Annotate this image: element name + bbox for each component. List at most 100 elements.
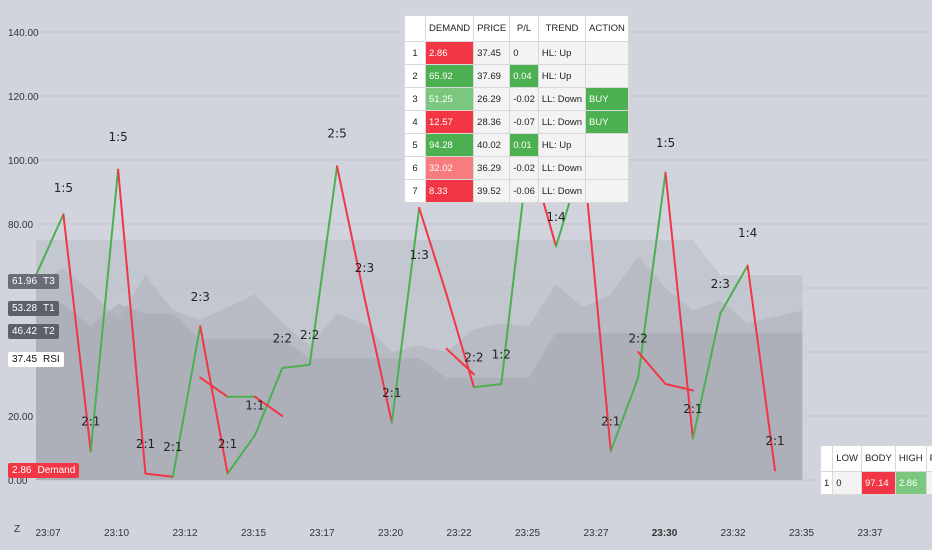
badge-name: T2 [43,325,55,337]
row-index: 3 [404,87,426,111]
series-segment [253,395,284,417]
series-segment [664,383,694,392]
demand-table-cell-trend: LL: Down [537,179,587,203]
badge-value: 37.45 [12,354,38,365]
badge-value: 53.28 [12,303,38,315]
row-index: 5 [404,133,426,157]
demand-table-header: P/L [509,15,539,42]
bands [36,240,803,480]
demand-table-cell-demand: 94.28 [424,133,475,157]
series-segment [308,165,339,366]
table-row: 2 65.92 37.69 0.04 HL: Up [404,64,629,88]
y-axis: 140.00 120.00 100.00 80.00 20.00 0.00 [8,28,39,487]
demand-table-cell-pl: -0.02 [509,156,539,180]
demand-table-cell-demand: 65.92 [424,64,475,88]
series-segment [691,312,722,440]
x-tick-label: 23:35 [789,528,814,539]
demand-table-cell-action [585,41,629,65]
demand-table-cell-trend: LL: Down [537,87,587,111]
plan-table-cell-high: 2.86 [894,471,927,495]
row-index: 4 [404,110,426,134]
series-segment [719,264,749,315]
table-row: 1 0 97.14 2.86 [819,471,932,495]
band-wave2 [36,304,803,480]
series-segment [199,325,229,475]
table-row: 7 8.33 39.52 -0.06 LL: Down [404,179,629,203]
series-segment [226,434,256,475]
badge-name: Demand [37,464,76,476]
plan-table-cell-plan [925,471,932,495]
table-row: 3 51.25 26.29 -0.02 LL: Down BUY [404,87,629,111]
series-segment [281,363,311,369]
demand-table-header: DEMAND [424,15,475,42]
demand-table-cell-action: BUY [585,110,629,134]
series-segment [418,207,448,296]
table-row: 5 94.28 40.02 0.01 HL: Up [404,133,629,157]
series-segment [609,376,640,453]
series-segment [363,296,393,424]
plan-table-cell-low: 0 [832,471,862,495]
demand-table-header: TREND [537,15,587,42]
x-tick-label: 23:30 [652,528,678,539]
annotation-label: 1:5 [108,130,127,144]
demand-table-cell-action [585,156,629,180]
demand-table-cell-trend: HL: Up [537,133,587,157]
plan-table-header: LOW [832,445,862,472]
demand-table-cell-price: 40.02 [473,133,511,157]
annotation-label: 2:1 [683,402,702,416]
series-segment [144,472,174,478]
demand-table-cell-action: BUY [585,87,629,111]
demand-table-cell-price: 36.29 [473,156,511,180]
annotation-label: 1:4 [738,226,757,240]
demand-table-cell-pl: 0.04 [509,64,539,88]
badge-t1: 53.28 T1 [8,301,59,317]
plan-table-header: HIGH [894,445,927,472]
x-axis: 23:07 23:10 23:12 23:15 23:17 23:20 23:22 23:25… [35,528,882,539]
badge-value: 46.42 [12,325,38,337]
demand-table-cell-price: 28.36 [473,110,511,134]
demand-table-header: ACTION [585,15,629,42]
x-tick-label: 23:10 [104,528,129,539]
demand-table-header [404,15,426,42]
series-segment [445,347,475,376]
x-tick-label: 23:20 [378,528,403,539]
annotation-label: 2:1 [218,437,237,451]
table-row: 1 2.86 37.45 0 HL: Up [404,41,629,65]
y-tick-label: 120.00 [8,92,39,103]
annotation-label: 2:3 [711,277,730,291]
annotation-label: 2:1 [81,415,100,429]
y-tick-label: 140.00 [8,28,39,39]
annotation-label: 1:5 [656,136,675,150]
demand-table-cell-demand: 8.33 [424,179,475,203]
annotation-label: 2:2 [273,331,292,345]
demand-table-cell-trend: HL: Up [537,64,587,88]
plan-table-cell-body: 97.14 [860,471,896,495]
x-tick-label: 23:15 [241,528,266,539]
demand-table-cell-pl: 0 [509,41,539,65]
demand-table-cell-price: 37.45 [473,41,511,65]
x-tick-label: 23:37 [857,528,882,539]
y-tick-label: 20.00 [8,412,33,423]
series-segment [253,367,284,437]
series-segment [637,171,667,379]
annotation-label: 2:1 [382,386,401,400]
x-tick-label: 23:22 [446,528,471,539]
series-segment [35,213,65,277]
demand-table-cell-pl: -0.06 [509,179,539,203]
demand-table-cell-price: 26.29 [473,87,511,111]
table-row: 4 12.57 28.36 -0.07 LL: Down BUY [404,110,629,134]
demand-table-cell-action [585,133,629,157]
annotation-label: 1:5 [54,181,73,195]
badge-name: T3 [43,275,55,287]
row-index: 2 [404,64,426,88]
demand-table-cell-price: 37.69 [473,64,511,88]
plan-table-header: PLAN [925,445,932,472]
plan-table-header [819,445,834,472]
demand-table-header: PRICE [473,15,511,42]
series-segment [582,155,612,453]
series-segment [62,213,92,453]
y-tick-label: 0.00 [8,476,28,487]
series-segment [199,376,229,398]
x-tick-label: 23:12 [172,528,197,539]
x-tick-label: 23:32 [720,528,745,539]
